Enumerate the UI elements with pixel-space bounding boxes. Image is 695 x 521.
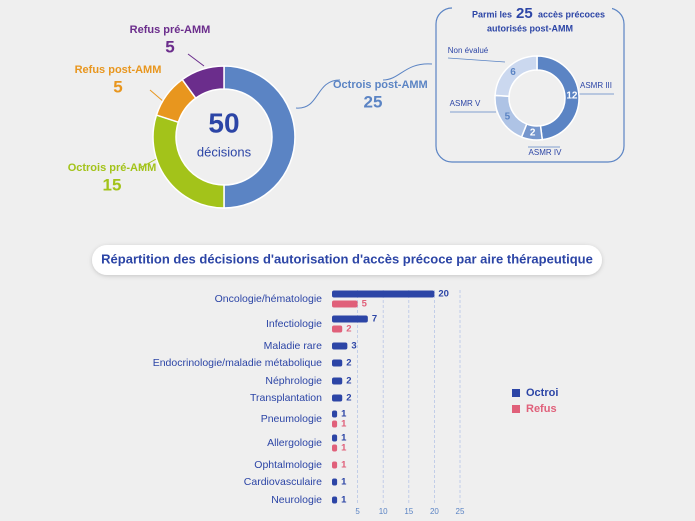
value-label: 1	[341, 419, 347, 430]
box-title: Parmi les	[472, 9, 512, 19]
box-title: autorisés post-AMM	[487, 23, 573, 33]
value-label: 1	[341, 409, 347, 420]
value-label: 2	[346, 358, 351, 369]
category-label: Maladie rare	[264, 340, 323, 352]
segment-value: 15	[103, 175, 122, 194]
bar	[332, 478, 338, 486]
segment-label: Refus pré-AMM	[130, 24, 211, 36]
bar	[332, 290, 435, 298]
category-label: Allergologie	[267, 437, 322, 449]
bar	[332, 410, 338, 418]
bar-title-pill	[92, 245, 602, 275]
legend-label: Refus	[526, 403, 557, 415]
category-label: Pneumologie	[261, 413, 322, 425]
donut-segment	[223, 65, 296, 209]
category-label: Ophtalmologie	[254, 459, 322, 471]
bar	[332, 377, 343, 385]
legend-swatch	[512, 389, 520, 397]
frame-gap	[452, 4, 612, 18]
bar	[332, 300, 358, 308]
segment-label: Refus post-AMM	[75, 64, 162, 76]
category-label: Transplantation	[250, 392, 322, 404]
category-label: Néphrologie	[265, 375, 322, 387]
leader-lines	[139, 53, 433, 169]
x-tick-label: 20	[430, 507, 439, 516]
value-label: 7	[372, 314, 377, 325]
donut-segment	[494, 55, 538, 98]
bar	[332, 342, 348, 350]
donut-segment	[181, 65, 225, 100]
category-label: Endocrinologie/maladie métabolique	[153, 357, 322, 369]
value-label: 3	[351, 341, 356, 352]
x-tick-label: 5	[355, 507, 360, 516]
bar	[332, 394, 343, 402]
chart-title: Répartition des décisions d'autorisation…	[101, 251, 593, 266]
segment-value: 2	[530, 127, 536, 138]
segment-value: 5	[505, 111, 511, 122]
bar	[332, 325, 343, 333]
bar	[332, 420, 338, 428]
legend-label: Octroi	[526, 387, 558, 399]
segment-label: Octrois post-AMM	[333, 79, 428, 91]
category-label: Cardiovasculaire	[244, 476, 322, 488]
value-label: 5	[362, 299, 368, 310]
segment-label: ASMR III	[580, 81, 612, 90]
value-label: 2	[346, 393, 351, 404]
donut-segment	[494, 94, 528, 139]
category-label: Infectiologie	[266, 318, 322, 330]
value-label: 1	[341, 433, 347, 444]
x-tick-label: 15	[404, 507, 413, 516]
value-label: 2	[346, 376, 351, 387]
bar	[332, 315, 368, 323]
value-label: 1	[341, 477, 347, 488]
bar	[332, 359, 343, 367]
center-label: décisions	[197, 144, 252, 159]
segment-label: Non évalué	[448, 46, 489, 55]
category-label: Oncologie/hématologie	[215, 293, 323, 305]
bar	[332, 496, 338, 504]
center-value: 50	[208, 107, 239, 138]
segment-value: 5	[113, 77, 122, 96]
segment-value: 5	[165, 37, 174, 56]
legend-swatch	[512, 405, 520, 413]
box-title: accès précoces	[538, 9, 605, 19]
x-tick-label: 25	[456, 507, 465, 516]
segment-label: ASMR V	[450, 99, 481, 108]
segment-label: ASMR IV	[529, 148, 563, 157]
bar	[332, 461, 338, 469]
value-label: 20	[438, 289, 449, 300]
value-label: 2	[346, 324, 351, 335]
segment-value: 25	[364, 92, 383, 111]
segment-value: 12	[566, 90, 578, 101]
segment-label: Octrois pré-AMM	[68, 162, 157, 174]
bar	[332, 434, 338, 442]
asmr-leaders	[447, 57, 614, 148]
value-label: 1	[341, 443, 347, 454]
bar	[332, 444, 338, 452]
category-label: Neurologie	[271, 494, 322, 506]
value-label: 1	[341, 495, 347, 506]
x-tick-label: 10	[379, 507, 388, 516]
value-label: 1	[341, 460, 347, 471]
segment-value: 6	[510, 67, 516, 78]
box-title-value: 25	[516, 5, 533, 22]
